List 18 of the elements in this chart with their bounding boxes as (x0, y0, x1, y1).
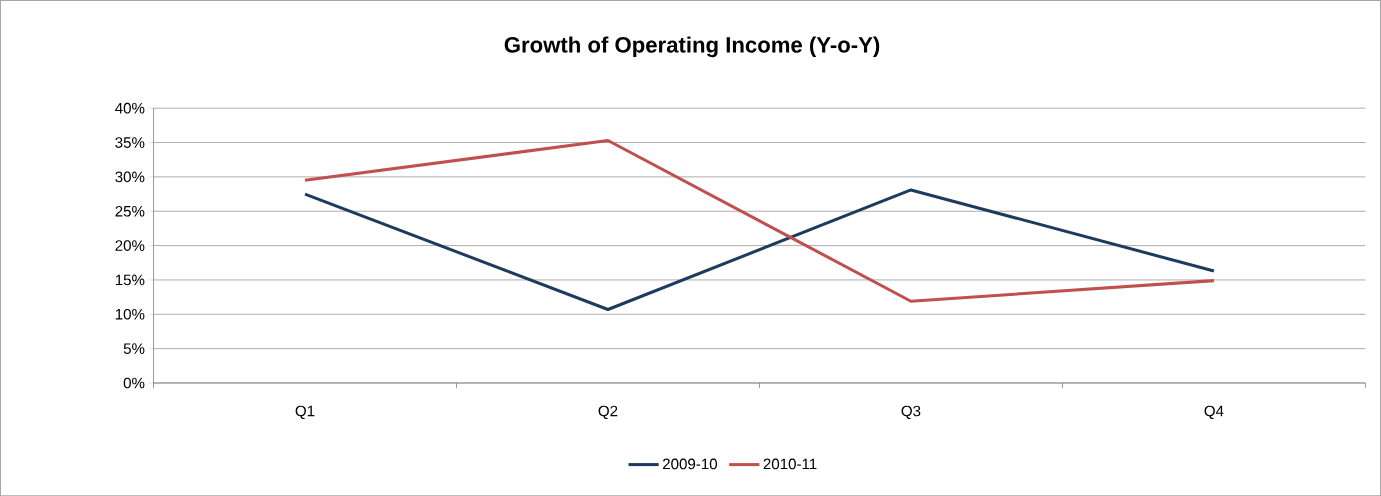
x-tick-label: Q2 (598, 405, 618, 419)
y-tick-label: 10% (115, 308, 145, 320)
y-tick-label: 35% (115, 137, 145, 148)
x-tick-label: Q4 (1204, 405, 1224, 419)
y-tick-label: 20% (115, 240, 145, 251)
y-tick-label: 15% (115, 274, 145, 286)
line-series (303, 138, 1216, 303)
legend-label: 2009-10 (662, 458, 718, 470)
y-tick-label: 40% (115, 102, 145, 114)
y-tick-label: 5% (123, 343, 145, 354)
legend-label: 2010-11 (763, 458, 817, 470)
chart-title: Growth of Operating Income (Y-o-Y) (504, 36, 880, 58)
y-tick-label: 0% (123, 377, 145, 389)
x-tick-label: Q3 (901, 405, 921, 419)
y-tick-label: 30% (115, 171, 145, 183)
y-tick-label: 25% (115, 205, 145, 217)
line-series (303, 188, 1216, 311)
x-tick-label: Q1 (295, 405, 315, 419)
